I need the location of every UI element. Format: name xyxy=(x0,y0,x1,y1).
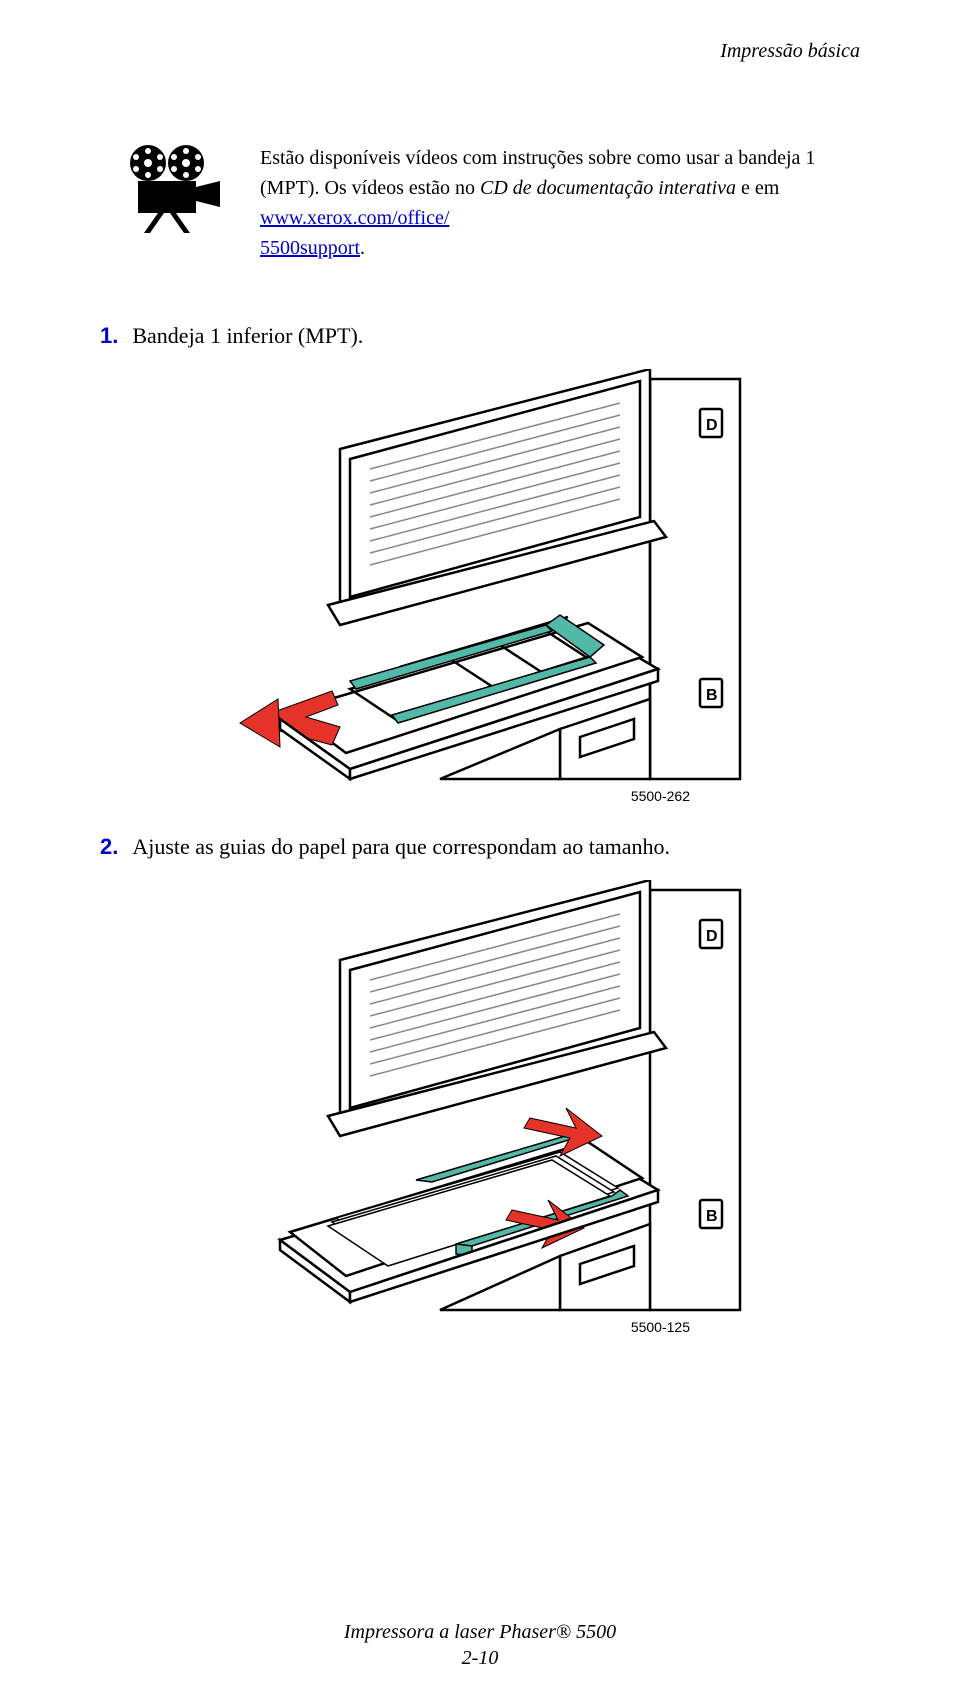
section-title: Impressão básica xyxy=(720,40,860,62)
footer-page: 2-10 xyxy=(0,1645,960,1671)
support-link-1[interactable]: www.xerox.com/office/ xyxy=(260,207,449,229)
svg-text:D: D xyxy=(706,417,718,434)
intro-section: Estão disponíveis vídeos com instruções … xyxy=(0,63,960,263)
step-2-number: 2. xyxy=(100,834,118,859)
step-1-text: Bandeja 1 inferior (MPT). xyxy=(132,323,363,348)
support-link-2[interactable]: 5500support xyxy=(260,237,360,259)
svg-text:D: D xyxy=(706,928,718,945)
film-camera-icon xyxy=(120,143,230,233)
step-2-text: Ajuste as guias do papel para que corres… xyxy=(132,834,670,859)
intro-paragraph: Estão disponíveis vídeos com instruções … xyxy=(260,143,860,263)
footer-product: Impressora a laser Phaser® 5500 xyxy=(0,1619,960,1645)
figure-2-label: 5500-125 xyxy=(100,1319,860,1335)
figure-1-label: 5500-262 xyxy=(100,788,860,804)
printer-tray-guides-illustration: D B xyxy=(200,880,760,1320)
page-header: Impressão básica xyxy=(0,0,960,63)
step-1: 1. Bandeja 1 inferior (MPT). D B xyxy=(0,263,960,804)
intro-text-italic: CD de documentação interativa xyxy=(480,177,736,199)
step-1-line: 1. Bandeja 1 inferior (MPT). xyxy=(100,323,860,349)
page-footer: Impressora a laser Phaser® 5500 2-10 xyxy=(0,1619,960,1671)
printer-tray-open-illustration: D B xyxy=(200,369,760,789)
step-1-number: 1. xyxy=(100,323,118,348)
step-2-line: 2. Ajuste as guias do papel para que corr… xyxy=(100,834,860,860)
svg-text:B: B xyxy=(706,1208,718,1225)
svg-text:B: B xyxy=(706,687,718,704)
figure-1: D B xyxy=(100,369,860,804)
figure-2: D B xyxy=(100,880,860,1335)
intro-period: . xyxy=(360,237,365,259)
step-2: 2. Ajuste as guias do papel para que corr… xyxy=(0,804,960,1335)
intro-text-after: e em xyxy=(736,177,779,199)
